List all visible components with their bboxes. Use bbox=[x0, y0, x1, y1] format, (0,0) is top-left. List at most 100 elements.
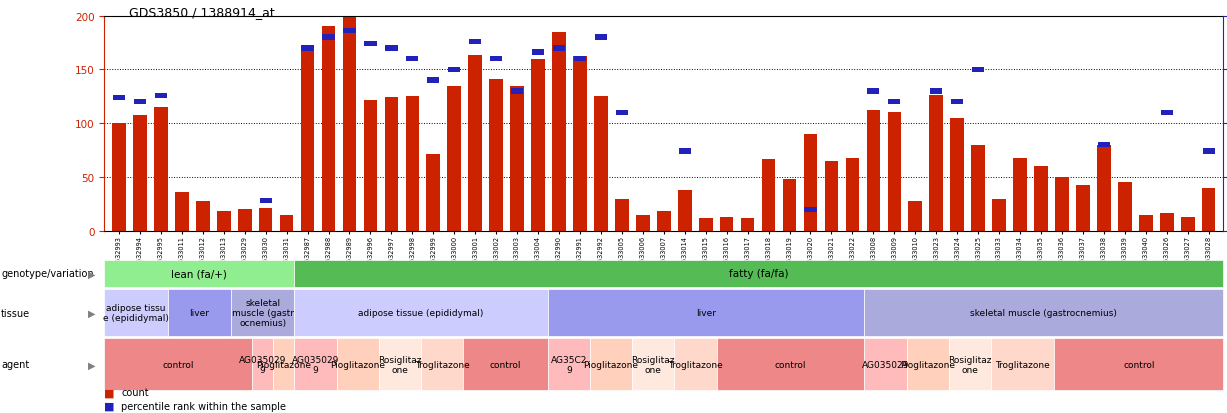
Text: Rosiglitaz
one: Rosiglitaz one bbox=[948, 355, 991, 374]
Bar bbox=[321, 27, 335, 231]
Bar bbox=[699, 218, 713, 231]
Bar bbox=[323, 36, 335, 41]
Bar bbox=[993, 199, 1006, 231]
Text: control: control bbox=[774, 360, 806, 369]
Text: percentile rank within the sample: percentile rank within the sample bbox=[121, 401, 286, 411]
Bar bbox=[929, 96, 944, 231]
Bar bbox=[867, 89, 880, 95]
Bar bbox=[1055, 178, 1069, 231]
Bar bbox=[594, 97, 607, 231]
Bar bbox=[113, 95, 125, 101]
Bar bbox=[280, 215, 293, 231]
Bar bbox=[616, 111, 628, 116]
Bar bbox=[573, 57, 587, 231]
Bar bbox=[384, 98, 399, 231]
Text: Troglitazone: Troglitazone bbox=[415, 360, 470, 369]
Bar bbox=[1160, 213, 1173, 231]
Bar bbox=[490, 57, 502, 62]
Text: agent: agent bbox=[1, 359, 29, 370]
Bar bbox=[972, 67, 984, 73]
Bar bbox=[679, 149, 691, 154]
Bar bbox=[364, 42, 377, 47]
Bar bbox=[344, 29, 356, 34]
Bar bbox=[762, 159, 775, 231]
Text: count: count bbox=[121, 387, 150, 397]
Text: skeletal
muscle (gastr
ocnemius): skeletal muscle (gastr ocnemius) bbox=[232, 299, 293, 327]
Text: Troglitazone: Troglitazone bbox=[669, 360, 723, 369]
Text: liver: liver bbox=[696, 309, 717, 317]
Bar bbox=[238, 210, 252, 231]
Bar bbox=[133, 115, 147, 231]
Bar bbox=[510, 89, 523, 95]
Bar bbox=[888, 100, 901, 105]
Bar bbox=[406, 97, 420, 231]
Bar bbox=[427, 78, 439, 83]
Bar bbox=[259, 209, 272, 231]
Text: AG035029: AG035029 bbox=[861, 360, 909, 369]
Text: liver: liver bbox=[189, 309, 210, 317]
Bar bbox=[112, 124, 126, 231]
Bar bbox=[469, 40, 481, 45]
Text: lean (fa/+): lean (fa/+) bbox=[172, 268, 227, 279]
Bar bbox=[741, 218, 755, 231]
Text: control: control bbox=[162, 360, 194, 369]
Text: Pioglitazone: Pioglitazone bbox=[901, 360, 956, 369]
Text: Pioglitazone: Pioglitazone bbox=[330, 360, 385, 369]
Bar bbox=[363, 100, 377, 231]
Text: control: control bbox=[1123, 360, 1155, 369]
Bar bbox=[406, 57, 418, 62]
Text: genotype/variation: genotype/variation bbox=[1, 268, 93, 279]
Text: Pioglitazone: Pioglitazone bbox=[256, 360, 312, 369]
Bar bbox=[615, 199, 628, 231]
Bar bbox=[972, 145, 985, 231]
Text: AG35C2
9: AG35C2 9 bbox=[551, 355, 587, 374]
Text: AG035029
9: AG035029 9 bbox=[292, 355, 339, 374]
Bar bbox=[552, 33, 566, 231]
Text: Rosiglitaz
one: Rosiglitaz one bbox=[632, 355, 675, 374]
Bar bbox=[804, 135, 817, 231]
Bar bbox=[175, 192, 189, 231]
Bar bbox=[1202, 149, 1215, 154]
Text: control: control bbox=[490, 360, 521, 369]
Text: ▶: ▶ bbox=[88, 359, 96, 370]
Text: AG035029
9: AG035029 9 bbox=[239, 355, 286, 374]
Bar bbox=[636, 215, 649, 231]
Bar bbox=[930, 89, 942, 95]
Bar bbox=[342, 17, 356, 231]
Text: ▶: ▶ bbox=[88, 268, 96, 279]
Bar bbox=[1097, 145, 1110, 231]
Bar bbox=[887, 113, 901, 231]
Bar bbox=[134, 100, 146, 105]
Bar bbox=[908, 201, 921, 231]
Bar bbox=[1201, 188, 1216, 231]
Bar bbox=[469, 56, 482, 231]
Bar bbox=[531, 59, 545, 231]
Bar bbox=[155, 108, 168, 231]
Bar bbox=[1139, 215, 1152, 231]
Bar bbox=[1034, 167, 1048, 231]
Text: adipose tissue (epididymal): adipose tissue (epididymal) bbox=[358, 309, 483, 317]
Bar bbox=[217, 212, 231, 231]
Bar bbox=[951, 119, 964, 231]
Text: adipose tissu
e (epididymal): adipose tissu e (epididymal) bbox=[103, 304, 169, 322]
Bar bbox=[553, 46, 566, 52]
Bar bbox=[783, 180, 796, 231]
Bar bbox=[1161, 111, 1173, 116]
Text: skeletal muscle (gastrocnemius): skeletal muscle (gastrocnemius) bbox=[971, 309, 1118, 317]
Bar bbox=[574, 57, 587, 62]
Bar bbox=[301, 45, 314, 231]
Bar bbox=[490, 80, 503, 231]
Bar bbox=[951, 100, 963, 105]
Text: Rosiglitaz
one: Rosiglitaz one bbox=[378, 355, 422, 374]
Bar bbox=[533, 50, 545, 56]
Bar bbox=[302, 46, 314, 52]
Bar bbox=[427, 155, 440, 231]
Text: Pioglitazone: Pioglitazone bbox=[584, 360, 638, 369]
Bar bbox=[656, 212, 671, 231]
Bar bbox=[845, 158, 859, 231]
Text: ■: ■ bbox=[104, 401, 115, 411]
Bar bbox=[1098, 143, 1110, 148]
Bar bbox=[448, 67, 460, 73]
Bar bbox=[196, 201, 210, 231]
Text: GDS3850 / 1388914_at: GDS3850 / 1388914_at bbox=[129, 6, 275, 19]
